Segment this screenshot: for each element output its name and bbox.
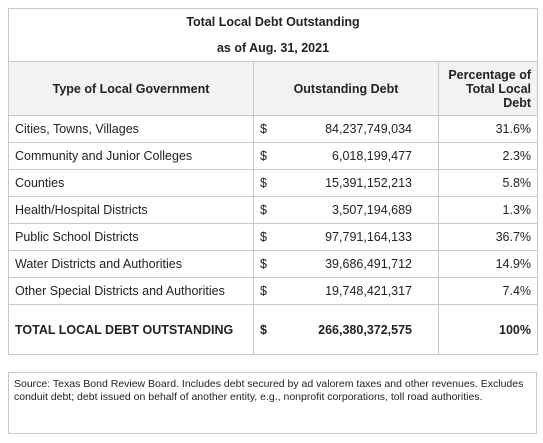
subtitle-row: as of Aug. 31, 2021 bbox=[7, 35, 539, 62]
outstanding-debt: 6,018,199,477 bbox=[279, 142, 439, 170]
row-row: Public School Districts $97,791,164,133 36… bbox=[8, 223, 539, 251]
currency-sign: $ bbox=[253, 277, 280, 305]
column-header: Type of Local Government bbox=[8, 61, 254, 116]
government-type: Water Districts and Authorities bbox=[8, 250, 254, 278]
currency-sign: $ bbox=[253, 223, 280, 251]
currency-sign: $ bbox=[253, 142, 280, 170]
percentage: 14.9% bbox=[437, 250, 539, 278]
government-type: Cities, Towns, Villages bbox=[8, 115, 254, 143]
outstanding-debt: 97,791,164,133 bbox=[279, 223, 439, 251]
percentage: 1.3% bbox=[437, 196, 539, 224]
outstanding-debt: 266,380,372,575 bbox=[279, 304, 439, 355]
currency-sign: $ bbox=[253, 115, 280, 143]
outstanding-debt: 15,391,152,213 bbox=[279, 169, 439, 197]
percentage: 31.6% bbox=[437, 115, 539, 143]
source-note: Source: Texas Bond Review Board. Include… bbox=[8, 372, 537, 434]
currency-sign: $ bbox=[253, 169, 280, 197]
table-title: Total Local Debt Outstanding bbox=[7, 8, 539, 35]
row-row: Community and Junior Colleges $6,018,199,… bbox=[8, 142, 539, 170]
table-body: Cities, Towns, Villages $84,237,749,034 31… bbox=[8, 115, 539, 355]
column-header: Percentage of Total Local Debt bbox=[437, 61, 539, 116]
percentage: 36.7% bbox=[437, 223, 539, 251]
outstanding-debt: 19,748,421,317 bbox=[279, 277, 439, 305]
government-type: Health/Hospital Districts bbox=[8, 196, 254, 224]
percentage: 100% bbox=[437, 304, 539, 355]
government-type: Community and Junior Colleges bbox=[8, 142, 254, 170]
table-subtitle: as of Aug. 31, 2021 bbox=[7, 35, 539, 62]
percentage: 2.3% bbox=[437, 142, 539, 170]
outstanding-debt: 84,237,749,034 bbox=[279, 115, 439, 143]
row-row: Water Districts and Authorities $39,686,4… bbox=[8, 250, 539, 278]
government-type: Other Special Districts and Authorities bbox=[8, 277, 254, 305]
currency-sign: $ bbox=[253, 304, 280, 355]
total-row: TOTAL LOCAL DEBT OUTSTANDING $266,380,372… bbox=[8, 304, 539, 355]
debt-table: Total Local Debt Outstanding as of Aug. … bbox=[7, 8, 539, 355]
column-header: Outstanding Debt bbox=[253, 61, 439, 116]
outstanding-debt: 39,686,491,712 bbox=[279, 250, 439, 278]
header-row: Type of Local Government Outstanding Deb… bbox=[8, 61, 539, 116]
currency-sign: $ bbox=[253, 196, 280, 224]
row-row: Other Special Districts and Authorities $… bbox=[8, 277, 539, 305]
percentage: 5.8% bbox=[437, 169, 539, 197]
row-row: Health/Hospital Districts $3,507,194,689 1… bbox=[8, 196, 539, 224]
government-type: Public School Districts bbox=[8, 223, 254, 251]
row-row: Counties $15,391,152,213 5.8% bbox=[8, 169, 539, 197]
outstanding-debt: 3,507,194,689 bbox=[279, 196, 439, 224]
percentage: 7.4% bbox=[437, 277, 539, 305]
government-type: Counties bbox=[8, 169, 254, 197]
currency-sign: $ bbox=[253, 250, 280, 278]
government-type: TOTAL LOCAL DEBT OUTSTANDING bbox=[8, 304, 254, 355]
title-row: Total Local Debt Outstanding bbox=[7, 8, 539, 35]
row-row: Cities, Towns, Villages $84,237,749,034 31… bbox=[8, 115, 539, 143]
